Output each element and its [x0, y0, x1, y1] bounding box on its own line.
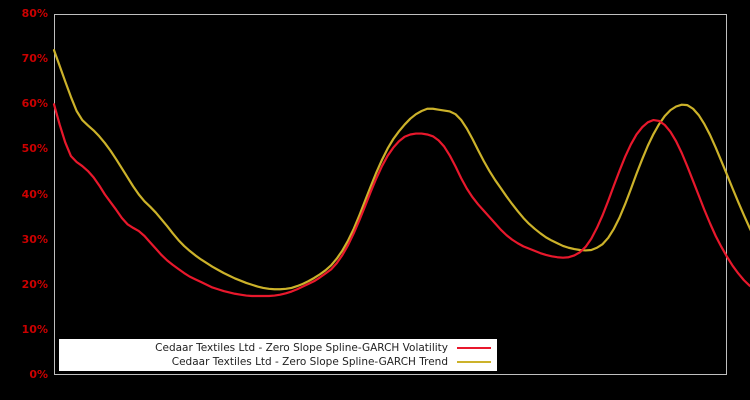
legend-item[interactable]: Cedaar Textiles Ltd - Zero Slope Spline-… — [59, 341, 497, 355]
legend-item[interactable]: Cedaar Textiles Ltd - Zero Slope Spline-… — [59, 355, 497, 369]
y-axis-tick-label: 30% — [21, 232, 48, 246]
y-axis-tick-label: 40% — [21, 187, 48, 201]
legend-item-label: Cedaar Textiles Ltd - Zero Slope Spline-… — [171, 356, 448, 368]
legend-item-label: Cedaar Textiles Ltd - Zero Slope Spline-… — [155, 342, 448, 354]
y-axis-tick-label: 20% — [21, 277, 48, 291]
series-lines — [52, 48, 750, 298]
y-axis-tick-label: 70% — [21, 52, 48, 66]
series-line — [52, 103, 750, 298]
series-line — [52, 48, 750, 291]
y-axis-tick-label: 80% — [21, 7, 48, 20]
legend-color-swatch-trend — [457, 361, 491, 363]
y-axis-tick-label: 0% — [29, 368, 48, 381]
y-axis-tick-label: 50% — [21, 142, 48, 156]
y-axis-tick-label: 60% — [21, 97, 48, 111]
chart-legend[interactable]: Cedaar Textiles Ltd - Zero Slope Spline-… — [59, 339, 497, 371]
plot-frame — [54, 14, 727, 375]
legend-color-swatch-volatility — [457, 347, 491, 349]
y-axis-tick-label: 10% — [21, 322, 48, 336]
